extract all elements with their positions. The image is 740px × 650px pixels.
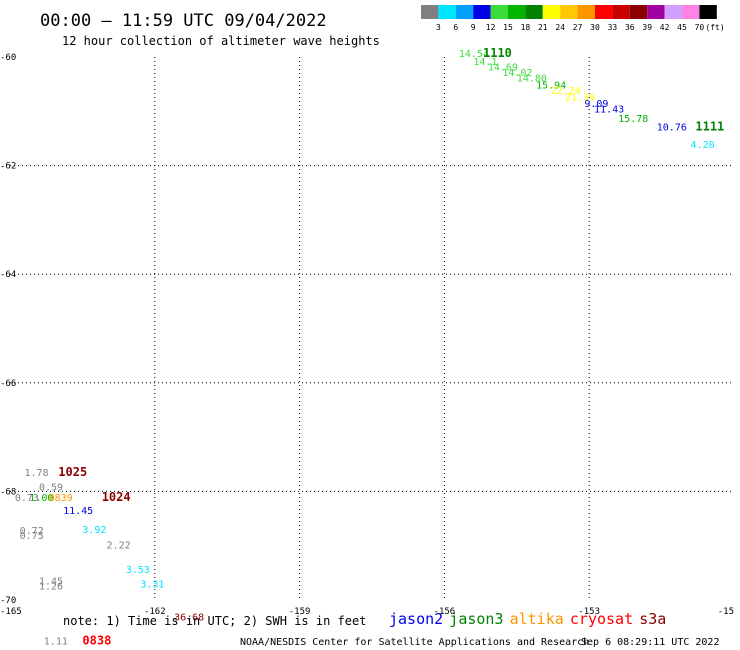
colorbar-tick-label: 33: [608, 23, 618, 32]
time-labels: 1110 1111 1025 1024 0838: [58, 46, 724, 648]
colorbar-tick-label: 3: [436, 23, 441, 32]
wave-height-value: 1.11: [44, 637, 68, 648]
y-tick-label: -64: [0, 270, 16, 280]
colorbar-swatch: [438, 5, 456, 19]
time-label: 1110: [483, 46, 512, 60]
colorbar-swatch: [455, 5, 474, 19]
colorbar-swatch: [542, 5, 561, 19]
time-label: 1025: [58, 465, 87, 479]
colorbar-swatch: [560, 5, 578, 19]
wave-height-value: 36.68: [174, 613, 204, 624]
wave-height-value: 21.39: [565, 92, 595, 103]
colorbar-tick-label: 18: [521, 23, 531, 32]
satellite-legend: jason2 jason3 altika cryosat s3a: [389, 610, 666, 628]
colorbar-tick-label: 9: [471, 23, 476, 32]
wave-height-value: 0839: [49, 493, 73, 504]
colorbar-swatch: [525, 5, 543, 19]
colorbar-tick-label: 24: [555, 23, 565, 32]
wave-height-value: 15.78: [618, 114, 648, 125]
footer-note: note: 1) Time is in UTC; 2) SWH is in fe…: [63, 614, 366, 628]
colorbar-tick-label: 45: [677, 23, 687, 32]
data-points: 14.5414.114.6914.0214.8015.9422.2421.399…: [15, 49, 715, 648]
colorbar-swatch: [421, 5, 439, 19]
colorbar-swatch: [508, 5, 526, 19]
y-tick-label: -62: [0, 162, 16, 172]
axis-tick-labels: -165 -162 -159 -156 -153 -15 -60 -62 -64 -66 -68 -7…: [0, 53, 734, 617]
x-tick-label: -162: [144, 607, 166, 617]
colorbar-tick-label: 27: [573, 23, 583, 32]
colorbar-tick-label: 42: [660, 23, 670, 32]
x-tick-label: -15: [718, 607, 734, 617]
wave-height-value: 0.75: [20, 531, 44, 542]
wave-height-value: 11.45: [63, 506, 93, 517]
wave-height-value: 0.73: [15, 493, 39, 504]
y-tick-label: -70: [0, 596, 16, 606]
colorbar-swatch: [473, 5, 491, 19]
legend-entry-jason3: jason3: [449, 610, 503, 628]
legend-entry-altika: altika: [510, 610, 564, 628]
x-tick-label: -165: [0, 607, 22, 617]
x-tick-label: -153: [578, 607, 600, 617]
wave-height-value: 9.09: [584, 99, 608, 110]
colorbar-swatch: [577, 5, 595, 19]
chart-title: 00:00 – 11:59 UTC 09/04/2022: [40, 11, 327, 31]
wave-height-value: 15.94: [536, 80, 566, 91]
colorbar-tick-label: 21: [538, 23, 548, 32]
y-tick-label: -60: [0, 53, 16, 63]
colorbar-tick-label: 6: [453, 23, 458, 32]
wave-height-value: 14.54: [459, 49, 489, 60]
wave-height-value: 3.53: [126, 565, 150, 576]
legend-entry-jason2: jason2: [389, 610, 443, 628]
wave-height-value: 14.69: [488, 63, 518, 74]
wave-height-value: 22.24: [551, 86, 581, 97]
colorbar-swatch: [647, 5, 665, 19]
colorbar-tick-label: 15: [503, 23, 513, 32]
wave-height-value: 1.26: [39, 582, 63, 593]
colorbar-unit: (ft): [705, 23, 724, 32]
y-tick-label: -66: [0, 379, 16, 389]
colorbar-swatch: [629, 5, 648, 19]
wave-height-value: 2.22: [107, 540, 131, 551]
wave-height-value: 3.31: [140, 580, 164, 591]
wave-height-value: 3.92: [82, 525, 106, 536]
colorbar-tick-label: 39: [642, 23, 652, 32]
wave-height-value: 4.20: [691, 140, 715, 151]
footer-credit: NOAA/NESDIS Center for Satellite Applica…: [240, 637, 589, 648]
wave-height-value: 1.00: [29, 493, 53, 504]
plot-grid: [10, 57, 734, 600]
colorbar-swatch: [490, 5, 508, 19]
colorbar-swatch: [664, 5, 682, 19]
wave-height-value: 11.43: [594, 104, 624, 115]
colorbar-swatch: [699, 5, 717, 19]
time-label: 0838: [82, 634, 111, 648]
colorbar-swatch: [612, 5, 630, 19]
y-tick-label: -68: [0, 487, 16, 497]
legend-entry-cryosat: cryosat: [570, 610, 633, 628]
time-label: 1111: [695, 119, 724, 133]
footer-timestamp: Sep 6 08:29:11 UTC 2022: [581, 637, 719, 648]
wave-height-value: 14.1: [473, 57, 497, 68]
wave-height-value: 1.78: [24, 468, 48, 479]
wave-height-value: 14.80: [517, 73, 547, 84]
wave-height-value: 10.76: [657, 122, 687, 133]
chart-subtitle: 12 hour collection of altimeter wave hei…: [62, 34, 380, 48]
x-tick-label: -159: [289, 607, 311, 617]
colorbar-tick-label: 36: [625, 23, 635, 32]
colorbar-swatch: [682, 5, 700, 19]
colorbar-tick-label: 70: [695, 23, 705, 32]
colorbar-tick-label: 12: [486, 23, 496, 32]
colorbar-swatch: [595, 5, 613, 19]
wave-height-value: 1.45: [39, 576, 63, 587]
wave-height-value: 14.02: [502, 68, 532, 79]
colorbar-legend: 3 6 9 12 15 18 21 24 27 30 33 36 39 42 45 70: [421, 5, 717, 32]
wave-height-value: 0.59: [39, 482, 63, 493]
wave-height-value: 0.72: [20, 526, 44, 537]
time-label: 1024: [102, 490, 131, 504]
x-tick-label: -156: [434, 607, 456, 617]
legend-entry-s3a: s3a: [639, 610, 666, 628]
colorbar-tick-label: 30: [590, 23, 600, 32]
